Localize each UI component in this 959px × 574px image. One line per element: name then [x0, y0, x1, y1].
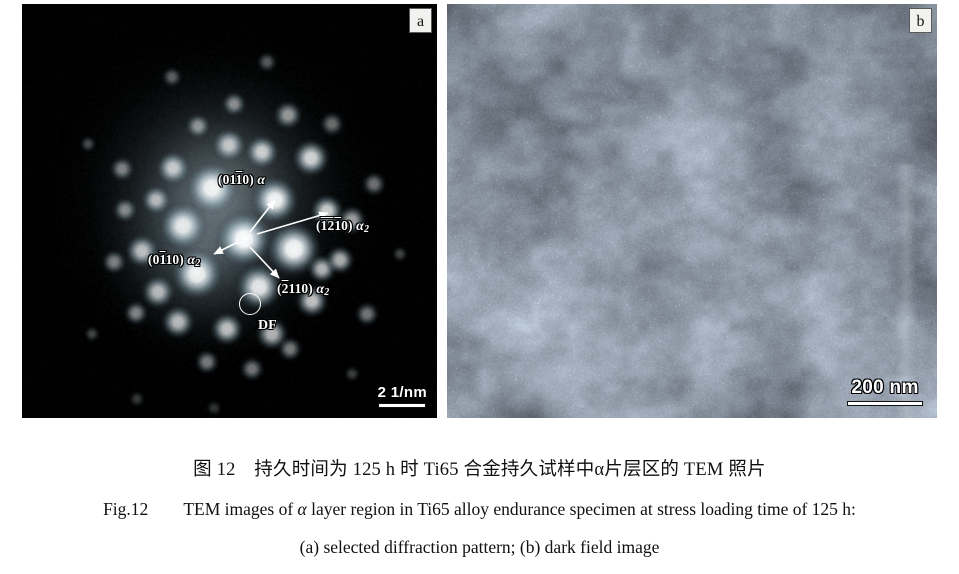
panels-row: (0110) α (1210) α2 (0110) α2 (2110) α2 D…: [0, 0, 959, 425]
scalebar-panel-a: 2 1/nm: [378, 384, 427, 408]
caption-english-line1: Fig.12 TEM images of α layer region in T…: [0, 499, 959, 520]
scalebar-panel-b: 200 nm: [847, 377, 923, 406]
caption-alpha-symbol: α: [298, 499, 307, 519]
panel-a-badge: a: [409, 8, 432, 33]
panel-b-darkfield[interactable]: 200 nm b: [447, 4, 937, 418]
panel-b-badge: b: [909, 8, 932, 33]
diffraction-pattern-canvas: [22, 4, 437, 418]
figure-root: (0110) α (1210) α2 (0110) α2 (2110) α2 D…: [0, 0, 959, 574]
caption-en-figure-number: Fig.12: [103, 499, 183, 519]
scalebar-b-text: 200 nm: [847, 377, 923, 399]
panel-a-diffraction[interactable]: (0110) α (1210) α2 (0110) α2 (2110) α2 D…: [22, 4, 437, 418]
caption-chinese: 图 12 持久时间为 125 h 时 Ti65 合金持久试样中α片层区的 TEM…: [0, 455, 959, 481]
scalebar-a-line: [378, 403, 426, 408]
dark-field-image-canvas: [447, 4, 937, 418]
scalebar-a-text: 2 1/nm: [378, 384, 427, 401]
caption-english-line2: (a) selected diffraction pattern; (b) da…: [0, 537, 959, 558]
scalebar-b-line: [847, 401, 923, 406]
